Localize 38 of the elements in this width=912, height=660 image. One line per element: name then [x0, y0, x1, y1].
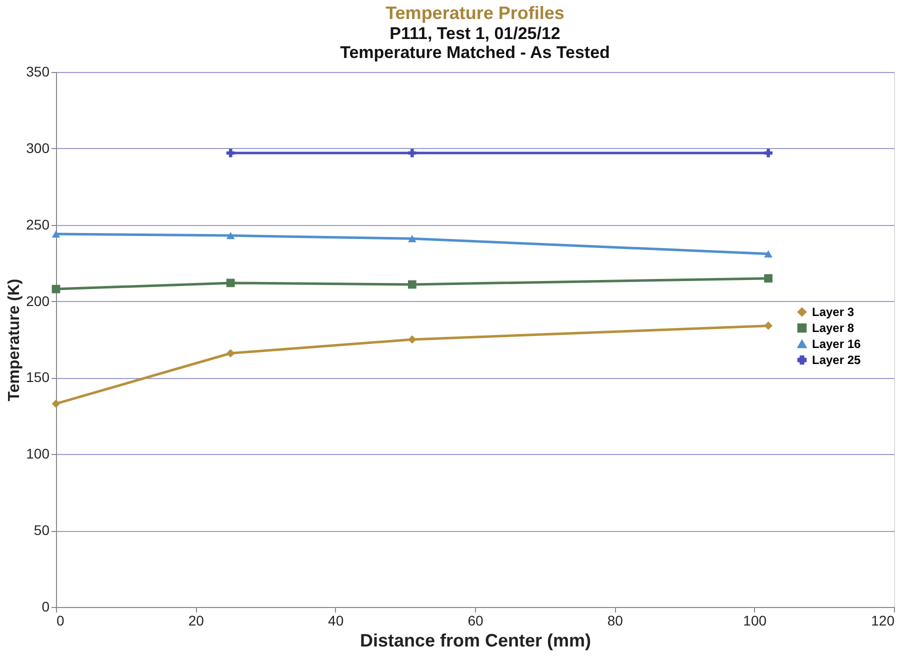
point	[764, 148, 772, 158]
point	[226, 148, 235, 158]
point	[764, 322, 772, 330]
x-tick-label: 80	[607, 612, 624, 628]
point	[408, 234, 416, 242]
point	[764, 274, 772, 283]
x-tick-label: 40	[328, 612, 344, 628]
point	[764, 250, 772, 258]
y-tick-label: 300	[26, 140, 50, 156]
y-tick-label: 250	[26, 216, 50, 232]
x-axis-title: Distance from Center (mm)	[360, 630, 592, 650]
x-tick-label: 20	[188, 612, 204, 628]
point	[52, 230, 60, 238]
text: P111, Test 1, 01/25/12	[390, 24, 560, 43]
y-axis-title: Temperature (K)	[6, 278, 24, 402]
point	[408, 148, 416, 158]
chart-title: Temperature Profiles	[386, 3, 564, 23]
legend-label: Layer 3	[812, 305, 854, 319]
text: Temperature Matched - As Tested	[340, 43, 610, 62]
point	[52, 400, 60, 408]
x-tick-label: 120	[871, 612, 895, 628]
x-tick-label: 0	[56, 612, 64, 628]
point	[226, 349, 235, 358]
point	[408, 280, 416, 289]
x-tick-label: 60	[468, 612, 484, 628]
y-tick-label: 200	[26, 292, 50, 309]
x-tick-label: 100	[743, 612, 767, 628]
y-tick-label: 100	[26, 446, 50, 462]
y-tick-label: 0	[42, 598, 50, 614]
y-tick-label: 350	[26, 64, 50, 80]
legend-label: Layer 16	[812, 337, 862, 351]
point	[226, 278, 235, 288]
y-tick-label: 150	[26, 369, 50, 386]
y-tick-label: 50	[34, 522, 50, 538]
point	[52, 284, 60, 294]
legend-label: Layer 25	[812, 353, 862, 367]
legend-label: Layer 8	[812, 321, 854, 335]
point	[226, 232, 235, 240]
